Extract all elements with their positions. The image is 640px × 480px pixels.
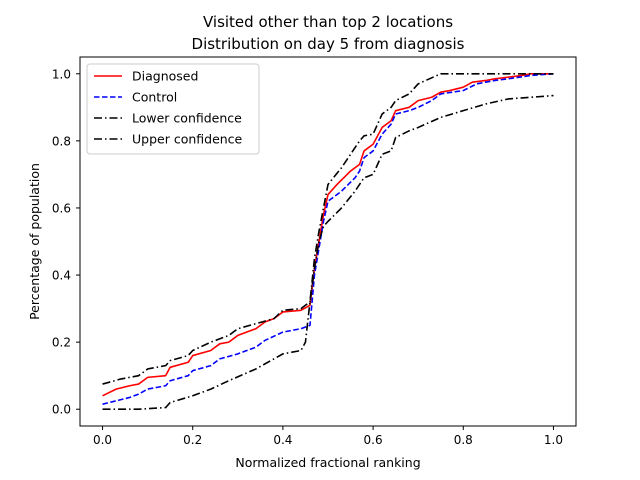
y-axis-label: Percentage of population bbox=[27, 163, 42, 320]
chart-title: Visited other than top 2 locations bbox=[203, 13, 453, 31]
legend-label-0: Diagnosed bbox=[132, 69, 198, 84]
series-line-2 bbox=[102, 94, 554, 411]
y-tick-label: 0.8 bbox=[52, 134, 71, 148]
x-tick-label: 1.0 bbox=[544, 433, 563, 447]
legend-label-2: Lower confidence bbox=[132, 111, 242, 126]
x-axis-label: Normalized fractional ranking bbox=[235, 455, 420, 470]
x-tick-label: 0.4 bbox=[273, 433, 292, 447]
x-tick-label: 0.6 bbox=[364, 433, 383, 447]
y-tick-label: 1.0 bbox=[52, 67, 71, 81]
series-layer bbox=[102, 72, 554, 411]
x-tick-label: 0.2 bbox=[183, 433, 202, 447]
series-line-3 bbox=[102, 72, 554, 385]
y-tick-label: 0.2 bbox=[52, 336, 71, 350]
legend-label-3: Upper confidence bbox=[132, 132, 243, 147]
chart-subtitle: Distribution on day 5 from diagnosis bbox=[192, 35, 465, 53]
series-line-0 bbox=[102, 72, 554, 397]
legend-box bbox=[86, 63, 260, 155]
legend-label-1: Control bbox=[132, 90, 177, 105]
y-tick-label: 0.4 bbox=[52, 269, 71, 283]
x-axis-ticks: 0.0 0.2 0.4 0.6 0.8 1.0 bbox=[93, 426, 563, 447]
series-line-1 bbox=[102, 72, 554, 405]
y-tick-label: 0.6 bbox=[52, 201, 71, 215]
plot-area-frame bbox=[79, 56, 577, 427]
y-tick-label: 0.0 bbox=[52, 403, 71, 417]
y-axis-ticks: 0.0 0.2 0.4 0.6 0.8 1.0 bbox=[52, 67, 80, 417]
legend: Diagnosed Control Lower confidence Upper co… bbox=[86, 63, 260, 155]
x-tick-label: 0.8 bbox=[454, 433, 473, 447]
x-tick-label: 0.0 bbox=[93, 433, 112, 447]
